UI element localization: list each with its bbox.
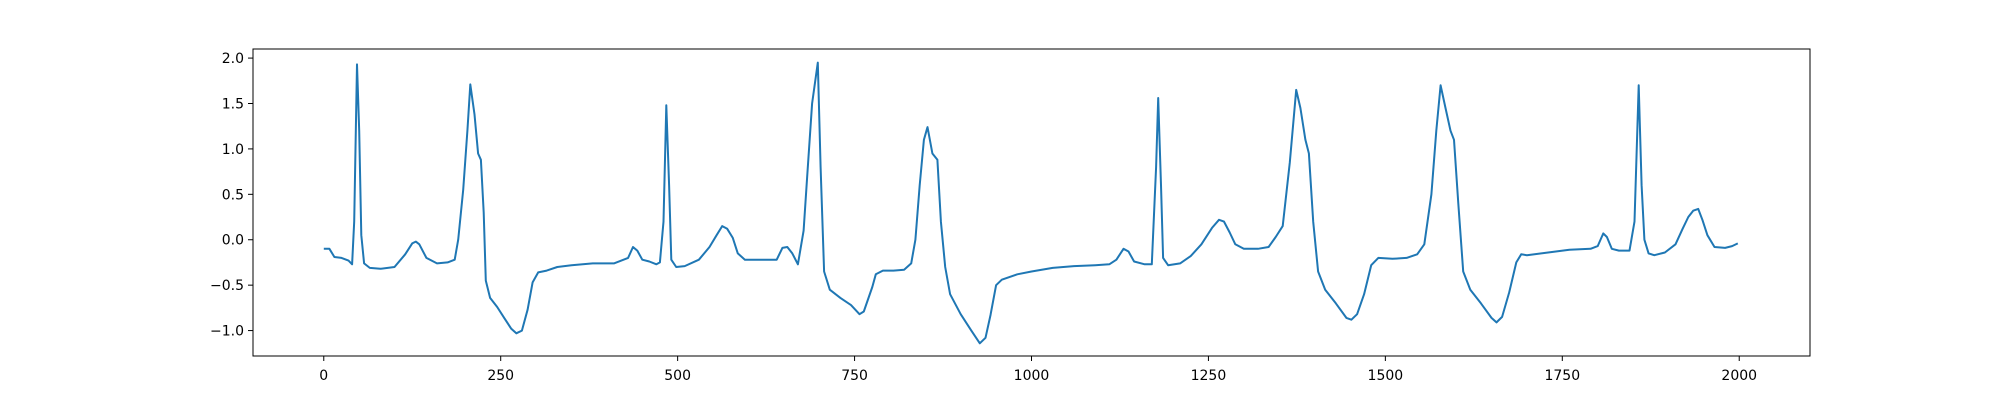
y-tick-label: 2.0 [222,51,244,67]
y-tick-label: 0.0 [222,233,244,249]
x-tick-label: 1750 [1544,368,1580,384]
y-tick-label: 0.5 [222,187,244,203]
x-tick-label: 1250 [1191,368,1227,384]
x-tick-label: 750 [841,368,868,384]
x-tick-label: 1500 [1368,368,1404,384]
x-tick-label: 1000 [1014,368,1050,384]
plot-area [253,49,1810,356]
y-axis: −1.0 −0.5 0.0 0.5 1.0 1.5 2.0 [210,51,253,340]
y-tick-label: −1.0 [210,324,244,340]
x-tick-label: 2000 [1721,368,1757,384]
x-tick-label: 500 [664,368,691,384]
y-tick-label: 1.0 [222,142,244,158]
y-tick-label: −0.5 [210,278,244,294]
plot-frame [252,48,1811,357]
series-line [323,61,1739,345]
x-tick-label: 250 [487,368,514,384]
x-axis: 0 250 500 750 1000 1250 1500 1750 2000 [319,356,1757,384]
y-tick-label: 1.5 [222,96,244,112]
x-tick-label: 0 [319,368,328,384]
